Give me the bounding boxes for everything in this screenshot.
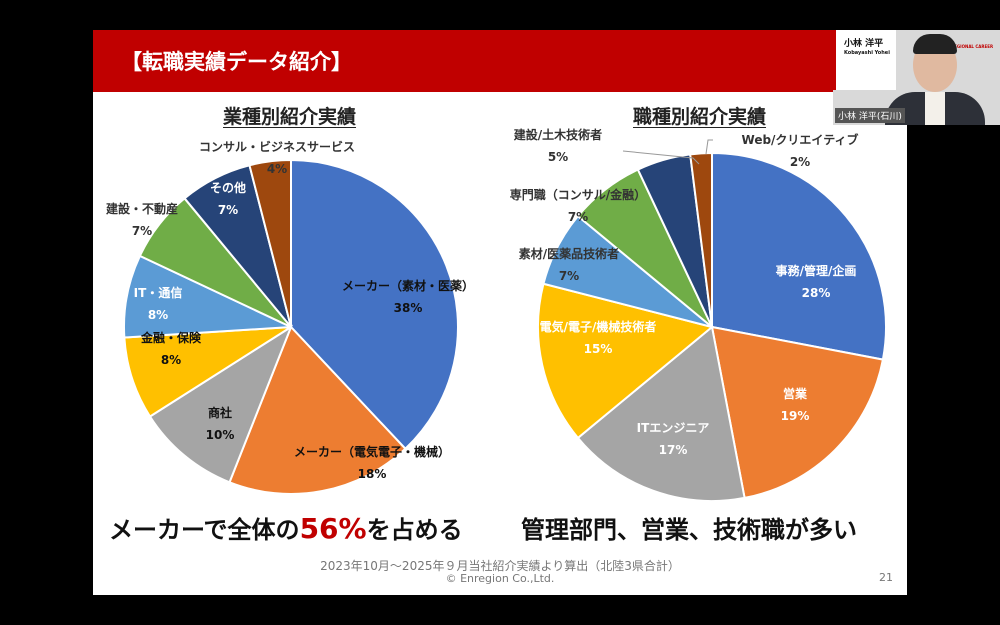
slice-category-label: 専門職（コンサル/金融）	[510, 187, 646, 202]
slice-percent-label: 7%	[218, 203, 238, 217]
slice-category-label: メーカー（電気電子・機械）	[294, 444, 450, 459]
summary-right: 管理部門、営業、技術職が多い	[521, 516, 857, 544]
slice-category-label: 金融・保険	[140, 330, 202, 345]
slice-percent-label: 10%	[206, 428, 235, 442]
pie-slice	[711, 151, 887, 361]
slice-category-label: 営業	[783, 386, 808, 401]
slice-category-label: 事務/管理/企画	[776, 263, 857, 278]
pie-slice	[689, 151, 713, 328]
pie-charts: メーカー（素材・医薬） 38% メーカー（電気電子・機械） 18% 商社 10% 金融・保険…	[105, 127, 887, 502]
slice-category-label: コンサル・ビジネスサービス	[199, 139, 355, 154]
pie-slice	[537, 282, 715, 440]
summary-highlight: 56%	[299, 512, 367, 545]
slice-percent-label: 18%	[358, 467, 387, 481]
slide-title: 【転職実績データ紹介】	[121, 50, 352, 74]
slice-percent-label: 4%	[267, 162, 287, 176]
chart-title-industry: 業種別紹介実績	[223, 106, 357, 128]
slice-percent-label: 7%	[132, 224, 152, 238]
pie-slice	[148, 324, 294, 484]
summary-left-post: を占める	[366, 516, 463, 544]
summary-left-pre: メーカーで全体の	[109, 516, 300, 544]
pie-slice	[576, 325, 746, 502]
leader-line	[705, 139, 713, 155]
slice-category-label: メーカー（素材・医薬）	[342, 278, 474, 293]
pie-slice	[248, 158, 292, 328]
slice-percent-label: 7%	[559, 269, 579, 283]
copyright: © Enregion Co.,Ltd.	[445, 572, 555, 585]
footer-note: 2023年10月～2025年９月当社紹介実績より算出（北陸3県合計）	[320, 559, 680, 573]
speaker-card: 小林 洋平 Kobayashi Yohei	[833, 30, 896, 90]
slice-percent-label: 8%	[148, 308, 168, 322]
leader-line	[622, 150, 700, 165]
slice-percent-label: 7%	[568, 210, 588, 224]
speaker-shirt	[925, 92, 945, 125]
chart-title-occupation: 職種別紹介実績	[633, 106, 767, 128]
company-logo: REGIONAL CAREER	[951, 44, 994, 49]
summary-left: メーカーで全体の56%を占める	[109, 510, 463, 545]
slice-category-label: その他	[210, 180, 246, 195]
slice-category-label: 建設・不動産	[105, 201, 178, 216]
slice-category-label: 電気/電子/機械技術者	[540, 319, 657, 334]
speaker-romaji: Kobayashi Yohei	[844, 50, 890, 56]
speaker-name: 小林 洋平	[844, 39, 884, 49]
slide-header: 【転職実績データ紹介】	[93, 30, 907, 92]
slice-percent-label: 5%	[548, 150, 568, 164]
pie-slice	[290, 158, 459, 451]
webcam-video[interactable]: 小林 洋平 Kobayashi Yohei REGIONAL CAREER 小林…	[833, 30, 1000, 125]
slice-category-label: 素材/医薬品技術者	[519, 246, 619, 261]
participant-name-tag: 小林 洋平(石川)	[835, 108, 905, 123]
slice-percent-label: 17%	[659, 443, 688, 457]
page-number: 21	[879, 571, 893, 584]
slice-category-label: ITエンジニア	[637, 421, 710, 435]
slice-percent-label: 38%	[394, 301, 423, 315]
slice-category-label: Web/クリエイティブ	[742, 132, 859, 147]
slice-percent-label: 28%	[802, 286, 831, 300]
slice-category-label: 建設/土木技術者	[513, 127, 602, 142]
slice-percent-label: 15%	[584, 342, 613, 356]
slice-category-label: IT・通信	[134, 285, 183, 300]
speaker-hair	[913, 34, 957, 54]
pie-slice	[710, 325, 885, 500]
slice-percent-label: 8%	[161, 353, 181, 367]
pie-slice	[228, 325, 407, 495]
slice-percent-label: 19%	[781, 409, 810, 423]
slice-percent-label: 2%	[790, 155, 810, 169]
presentation-slide: 【転職実績データ紹介】 業種別紹介実績 職種別紹介実績 メーカー（素材・医薬） 3…	[93, 30, 907, 595]
slice-category-label: 商社	[208, 405, 232, 420]
